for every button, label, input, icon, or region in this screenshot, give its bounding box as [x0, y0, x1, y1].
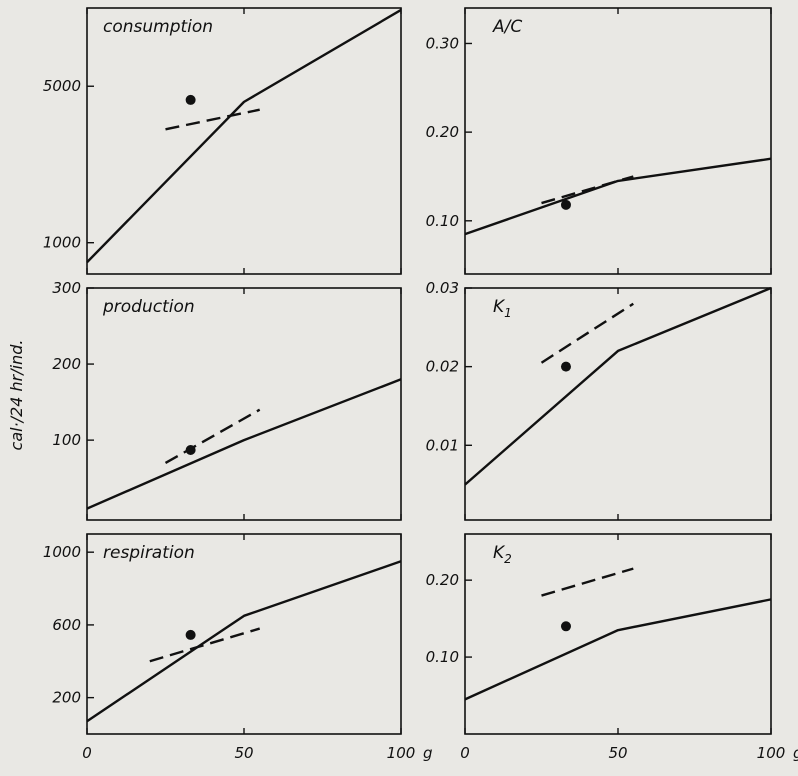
dashed-line: [541, 567, 634, 597]
data-point: [185, 629, 196, 640]
y-tick-label: 0.10: [426, 648, 459, 666]
data-point: [560, 621, 571, 632]
panel-ac: 0.10 0.20 0.30 A/C: [426, 7, 772, 275]
panel-consumption: 1000 5000 consumption: [43, 7, 402, 275]
y-tick-label: 0.02: [426, 358, 459, 376]
dashed-line: [540, 302, 634, 364]
y-tick-label: 0.20: [426, 571, 459, 589]
x-tick-label: 100: [757, 744, 786, 762]
y-tick-label: 0.03: [426, 279, 459, 297]
y-tick-label: 5000: [43, 77, 81, 95]
panel-title: respiration: [103, 543, 195, 563]
y-tick-label: 1000: [43, 543, 81, 561]
panel-production: 100 200 300 production: [52, 279, 402, 521]
y-tick-label: 300: [52, 279, 81, 297]
data-point: [185, 94, 196, 105]
panel-title: production: [102, 297, 195, 317]
panel-title: consumption: [103, 17, 213, 37]
data-point: [185, 445, 196, 456]
solid-line: [86, 560, 402, 723]
panel-respiration: 200 600 1000 respiration 0 50 100 g: [43, 533, 433, 762]
solid-line: [464, 286, 772, 486]
panel-k2: 0.100.20K2050100g: [426, 533, 798, 762]
dashed-line: [541, 175, 634, 205]
y-tick-label: 200: [52, 689, 81, 707]
x-tick-label: 0: [460, 744, 470, 762]
y-tick-label: 0.01: [426, 436, 459, 454]
y-tick-label: 200: [52, 355, 81, 373]
data-point: [560, 361, 571, 372]
x-tick-label: 50: [234, 744, 253, 762]
solid-line: [86, 8, 402, 264]
x-tick-label: 0: [82, 744, 92, 762]
x-unit-label: g: [423, 744, 433, 762]
y-tick-label: 600: [52, 616, 81, 634]
dashed-line: [149, 627, 261, 663]
x-tick-label: 100: [387, 744, 416, 762]
data-point: [560, 199, 571, 210]
y-tick-label: 0.10: [426, 212, 459, 230]
solid-line: [86, 378, 402, 510]
x-tick-label: 50: [608, 744, 627, 762]
y-tick-label: 0.30: [426, 34, 459, 52]
x-unit-label: g: [793, 744, 798, 762]
y-tick-label: 100: [52, 431, 81, 449]
y-axis-label: cal·/24 hr/ind.: [7, 340, 26, 451]
solid-line: [464, 157, 772, 236]
panel-title: A/C: [492, 17, 522, 37]
dashed-line: [165, 108, 260, 131]
y-tick-label: 0.20: [426, 123, 459, 141]
y-tick-label: 1000: [43, 234, 81, 252]
dashed-line: [164, 408, 261, 464]
solid-line: [464, 598, 772, 701]
